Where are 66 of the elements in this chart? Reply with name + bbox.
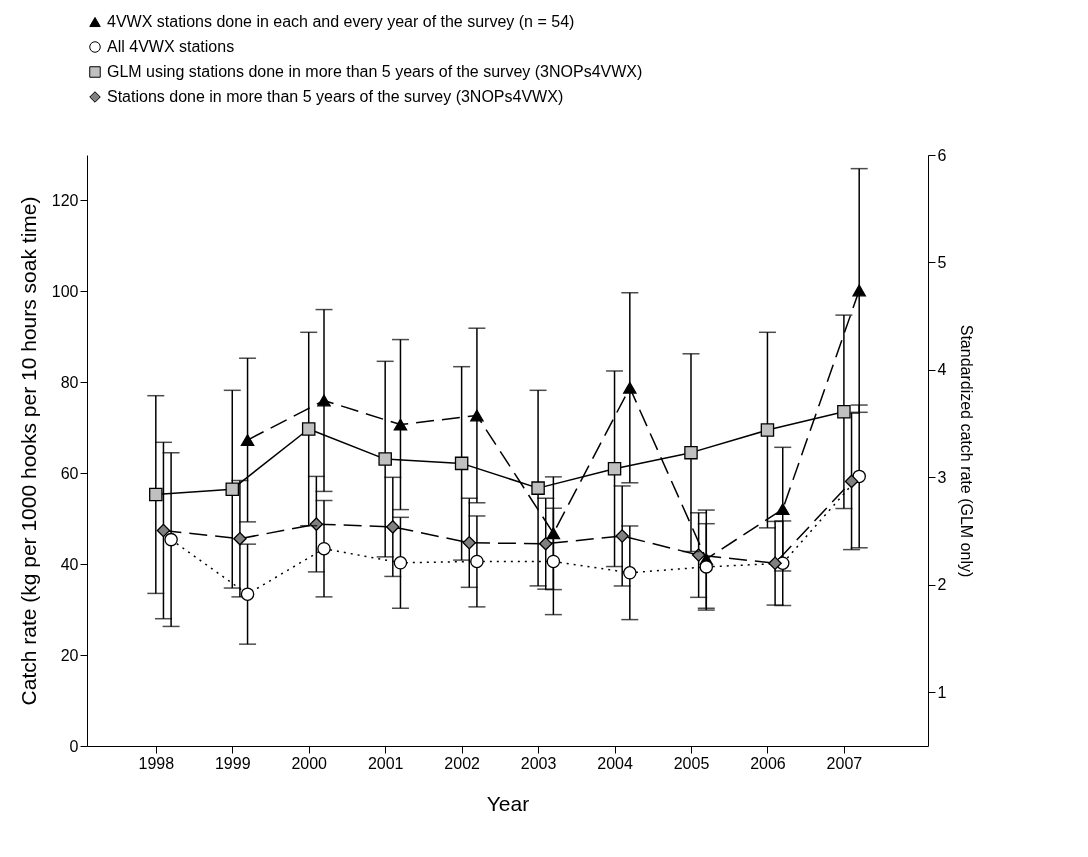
point [538,536,553,551]
x-tick-label: 2003 [520,754,557,772]
point [156,523,171,538]
x-axis-title: Year [486,791,530,815]
y2-tick-label: 3 [937,468,947,486]
point [615,529,629,543]
point [233,531,247,546]
y-tick-label: 120 [51,191,79,209]
point [225,482,240,496]
point [546,554,561,569]
y2-tick-label: 6 [937,146,947,164]
point [844,474,859,489]
point [691,548,706,562]
x-tick-label: 2000 [291,754,328,772]
point [240,587,255,601]
y2-tick-label: 5 [937,253,947,271]
point [317,541,331,556]
y-axis-title: Catch rate (kg per 1000 hooks per 10 hours soak time) [16,196,40,706]
legend-label: GLM using stations done in more than 5 years of the survey (3NOPs4VWX) [107,63,643,80]
point [386,520,400,534]
point [775,503,790,516]
y2-tick-label: 4 [937,361,947,379]
x-tick-label: 2007 [826,754,863,772]
x-tick-label: 1999 [214,754,251,772]
point [760,423,775,437]
legend-label: All 4VWX stations [107,38,235,55]
y-tick-label: 60 [60,464,79,482]
point [768,556,782,571]
y-tick-label: 20 [60,646,79,664]
x-tick-label: 2006 [750,754,786,772]
point [149,487,163,502]
legend-label: 4VWX stations done in each and every year of the survey (n = 54) [107,13,575,30]
x-tick-label: 2004 [597,754,633,772]
y2-tick-label: 2 [937,576,947,594]
point [393,556,408,570]
point [837,405,851,419]
x-tick-label: 2002 [444,754,481,772]
point [607,461,622,476]
point [623,381,637,394]
point [623,566,637,580]
y-tick-label: 80 [60,373,79,391]
point [699,560,714,574]
point [164,532,178,547]
x-tick-label: 1998 [138,754,175,772]
y-tick-label: 0 [69,737,79,755]
x-tick-label: 2005 [673,754,710,772]
point [301,422,316,436]
y2-tick-label: 1 [937,683,947,701]
point [852,284,866,297]
point [454,456,469,471]
point [309,517,324,531]
point [684,445,698,460]
y2-axis-title: Standardized catch rate (GLM only) [958,324,976,578]
point [470,409,484,422]
point [393,418,408,431]
point [546,527,561,540]
point [240,434,255,446]
point [531,481,545,495]
point [317,394,331,407]
x-tick-label: 2001 [367,754,404,772]
point [462,536,477,550]
point [378,452,392,466]
y-tick-label: 40 [60,555,79,573]
legend-label: Stations done in more than 5 years of the survey (3NOPs4VWX) [107,88,564,105]
y-tick-label: 100 [51,282,79,300]
point [470,554,484,569]
